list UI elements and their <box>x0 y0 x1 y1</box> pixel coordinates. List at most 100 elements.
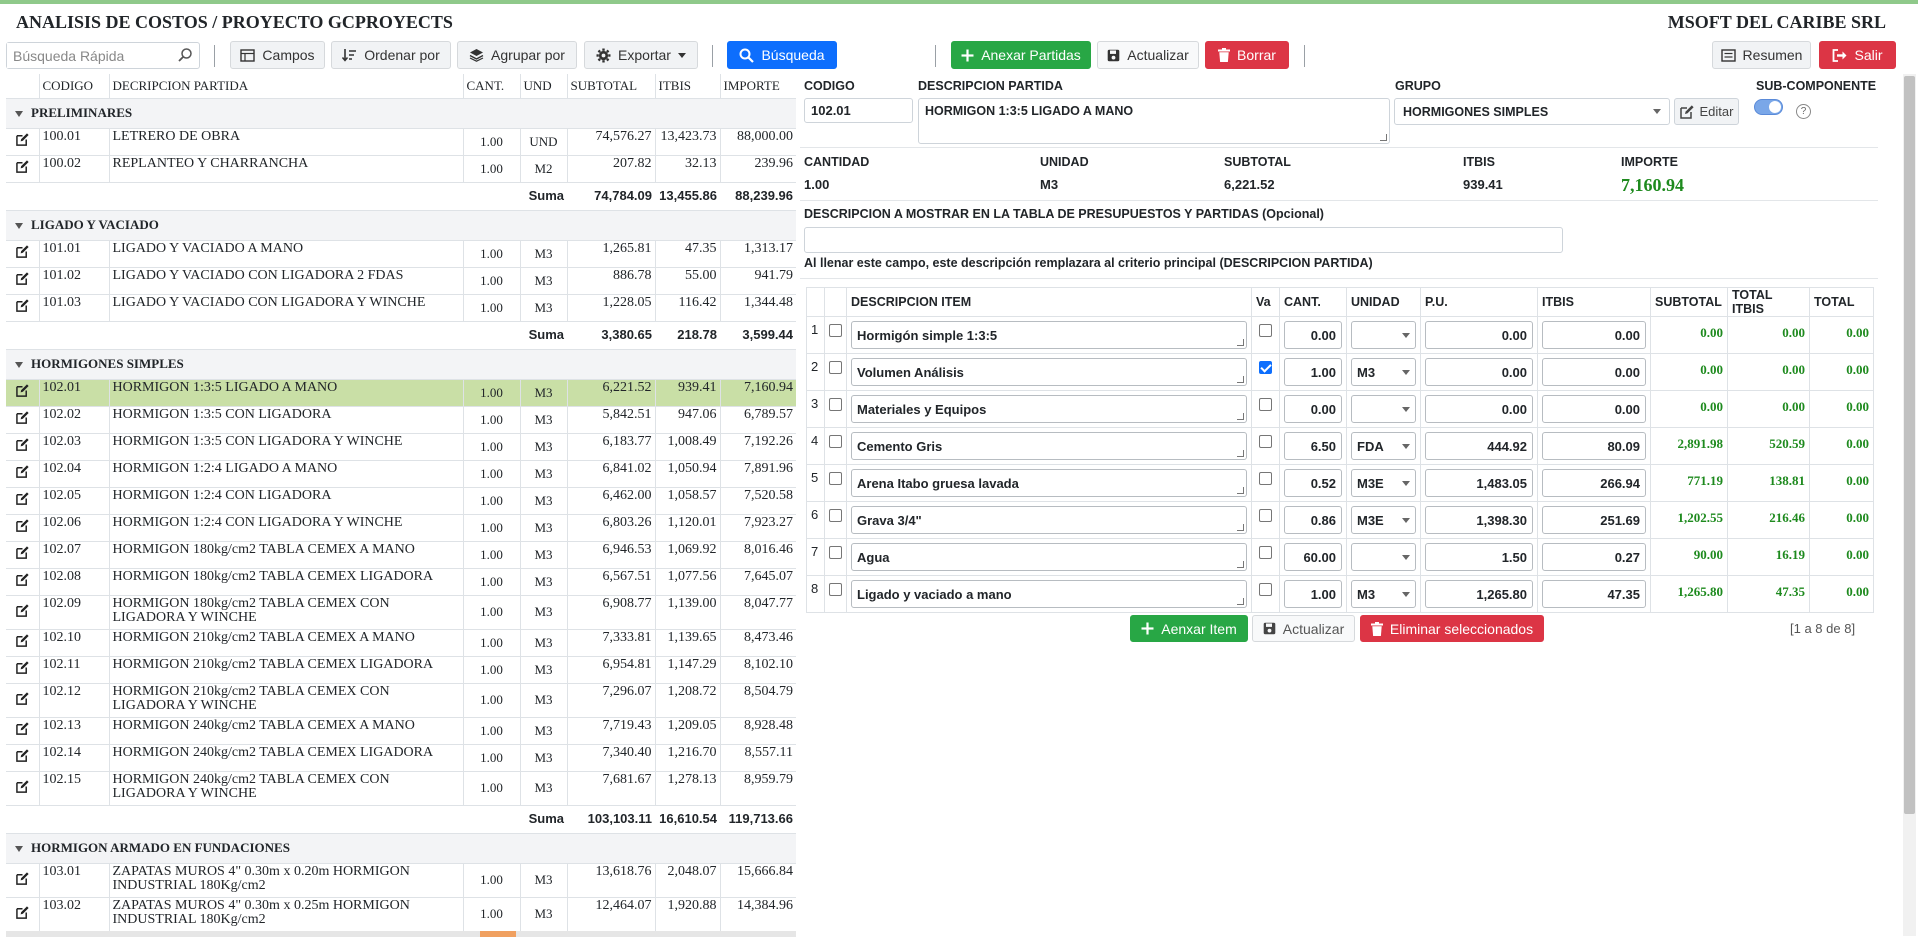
table-row[interactable]: 102.10 HORMIGON 210kg/cm2 TABLA CEMEX A M… <box>6 629 796 657</box>
item-desc-textarea[interactable]: Cemento Gris <box>851 432 1247 460</box>
item-itbis-input[interactable]: 266.94 <box>1542 469 1646 497</box>
table-row[interactable]: 102.13 HORMIGON 240kg/cm2 TABLA CEMEX A M… <box>6 717 796 745</box>
va-checkbox[interactable] <box>1259 546 1272 559</box>
codigo-input[interactable]: 102.01 <box>804 98 913 123</box>
eliminar-seleccionados-button[interactable]: Eliminar seleccionados <box>1360 615 1544 642</box>
va-checkbox[interactable] <box>1259 472 1272 485</box>
exportar-button[interactable]: Exportar <box>584 41 698 69</box>
item-va-cell[interactable] <box>1251 316 1280 354</box>
item-cant-input[interactable]: 1.00 <box>1284 358 1342 386</box>
table-row[interactable]: 101.01 LIGADO Y VACIADO A MANO 1.00 M3 1,265… <box>6 240 796 268</box>
edit-icon[interactable] <box>15 722 29 735</box>
item-select-cell[interactable] <box>824 316 847 354</box>
item-desc-textarea[interactable]: Agua <box>851 543 1247 571</box>
anexar-item-button[interactable]: Aenxar Item <box>1130 615 1248 642</box>
edit-icon[interactable] <box>15 661 29 674</box>
edit-icon[interactable] <box>15 492 29 505</box>
edit-cell[interactable] <box>6 717 40 745</box>
col-und[interactable]: UND <box>520 74 568 99</box>
item-unidad-select[interactable] <box>1351 395 1416 423</box>
item-cant-input[interactable]: 60.00 <box>1284 543 1342 571</box>
item-row[interactable]: 2 Volumen Análisis 1.00 M3 0.00 0.00 0.00 0.00 0… <box>806 353 1874 391</box>
col-cant[interactable]: CANT. <box>463 74 521 99</box>
item-cant-input[interactable]: 0.00 <box>1284 321 1342 349</box>
table-row[interactable]: 102.07 HORMIGON 180kg/cm2 TABLA CEMEX A M… <box>6 541 796 569</box>
item-unidad-select[interactable]: M3E <box>1351 469 1416 497</box>
col-subtotal[interactable]: SUBTOTAL <box>567 74 656 99</box>
edit-cell[interactable] <box>6 568 40 596</box>
edit-icon[interactable] <box>15 160 29 173</box>
edit-icon[interactable] <box>15 905 29 919</box>
table-row[interactable]: 102.09 HORMIGON 180kg/cm2 TABLA CEMEX CON… <box>6 595 796 630</box>
item-va-cell[interactable] <box>1251 390 1280 428</box>
campos-button[interactable]: Campos <box>230 41 325 69</box>
row-select-checkbox[interactable] <box>829 509 842 522</box>
item-row[interactable]: 5 Arena Itabo gruesa lavada 0.52 M3E 1,483.0… <box>806 464 1874 502</box>
edit-icon[interactable] <box>15 299 29 312</box>
actualizar-items-button[interactable]: Actualizar <box>1252 615 1355 642</box>
resize-grip-icon[interactable] <box>1237 561 1244 568</box>
edit-icon[interactable] <box>15 519 29 532</box>
horizontal-scrollbar[interactable] <box>6 931 796 937</box>
item-cant-input[interactable]: 0.86 <box>1284 506 1342 534</box>
group-header[interactable]: HORMIGONES SIMPLES <box>6 349 796 380</box>
va-checkbox[interactable] <box>1259 324 1272 337</box>
item-itbis-input[interactable]: 0.00 <box>1542 321 1646 349</box>
table-row[interactable]: 102.03 HORMIGON 1:3:5 CON LIGADORA Y WINC… <box>6 433 796 461</box>
table-row[interactable]: 100.01 LETRERO DE OBRA 1.00 UND 74,576.27 13,… <box>6 128 796 156</box>
grupo-select[interactable]: HORMIGONES SIMPLES <box>1394 98 1670 125</box>
item-itbis-input[interactable]: 80.09 <box>1542 432 1646 460</box>
editar-grupo-button[interactable]: Editar <box>1674 98 1739 125</box>
resize-grip-icon[interactable] <box>1237 487 1244 494</box>
va-checkbox[interactable] <box>1259 398 1272 411</box>
item-row[interactable]: 1 Hormigón simple 1:3:5 0.00 0.00 0.00 0.00 0.… <box>806 316 1874 354</box>
edit-icon[interactable] <box>15 779 29 793</box>
item-unidad-select[interactable]: M3 <box>1351 358 1416 386</box>
edit-icon[interactable] <box>15 438 29 451</box>
item-desc-textarea[interactable]: Materiales y Equipos <box>851 395 1247 423</box>
edit-cell[interactable] <box>6 683 40 718</box>
group-row[interactable]: PRELIMINARES <box>6 98 796 129</box>
col-codigo[interactable]: CODIGO <box>39 74 110 99</box>
edit-icon[interactable] <box>15 871 29 885</box>
item-row[interactable]: 7 Agua 60.00 1.50 0.27 90.00 16.19 0.00 <box>806 538 1874 576</box>
item-va-cell[interactable] <box>1251 464 1280 502</box>
edit-cell[interactable] <box>6 771 40 806</box>
item-row[interactable]: 8 Ligado y vaciado a mano 1.00 M3 1,265.80 47… <box>806 575 1874 613</box>
edit-cell[interactable] <box>6 514 40 542</box>
item-unidad-select[interactable]: M3 <box>1351 580 1416 608</box>
item-itbis-input[interactable]: 251.69 <box>1542 506 1646 534</box>
collapse-caret-icon[interactable] <box>15 362 23 368</box>
edit-icon[interactable] <box>15 573 29 586</box>
item-cant-input[interactable]: 0.52 <box>1284 469 1342 497</box>
resize-grip-icon[interactable] <box>1237 376 1244 383</box>
edit-cell[interactable] <box>6 744 40 772</box>
edit-icon[interactable] <box>15 411 29 424</box>
edit-cell[interactable] <box>6 595 40 630</box>
col-descripcion[interactable]: DECRIPCION PARTIDA <box>109 74 464 99</box>
item-pu-input[interactable]: 1,265.80 <box>1425 580 1533 608</box>
edit-cell[interactable] <box>6 656 40 684</box>
edit-cell[interactable] <box>6 406 40 434</box>
borrar-button[interactable]: Borrar <box>1205 41 1289 69</box>
item-pu-input[interactable]: 444.92 <box>1425 432 1533 460</box>
edit-icon[interactable] <box>15 272 29 285</box>
edit-icon[interactable] <box>15 691 29 705</box>
item-va-cell[interactable] <box>1251 538 1280 576</box>
edit-cell[interactable] <box>6 460 40 488</box>
table-row[interactable]: 101.02 LIGADO Y VACIADO CON LIGADORA 2 FD… <box>6 267 796 295</box>
edit-icon[interactable] <box>15 603 29 617</box>
resize-grip-icon[interactable] <box>1237 524 1244 531</box>
edit-icon[interactable] <box>15 546 29 559</box>
table-row[interactable]: 102.06 HORMIGON 1:2:4 CON LIGADORA Y WINC… <box>6 514 796 542</box>
edit-cell[interactable] <box>6 433 40 461</box>
resize-grip-icon[interactable] <box>1237 339 1244 346</box>
col-importe[interactable]: IMPORTE <box>720 74 796 99</box>
actualizar-button[interactable]: Actualizar <box>1097 41 1199 69</box>
collapse-caret-icon[interactable] <box>15 111 23 117</box>
horizontal-scroll-thumb[interactable] <box>480 931 516 937</box>
resize-grip-icon[interactable] <box>1237 450 1244 457</box>
item-unidad-select[interactable]: M3E <box>1351 506 1416 534</box>
table-row[interactable]: 102.01 HORMIGON 1:3:5 LIGADO A MANO 1.00 M3… <box>6 379 796 407</box>
item-row[interactable]: 4 Cemento Gris 6.50 FDA 444.92 80.09 2,891.98 5… <box>806 427 1874 465</box>
